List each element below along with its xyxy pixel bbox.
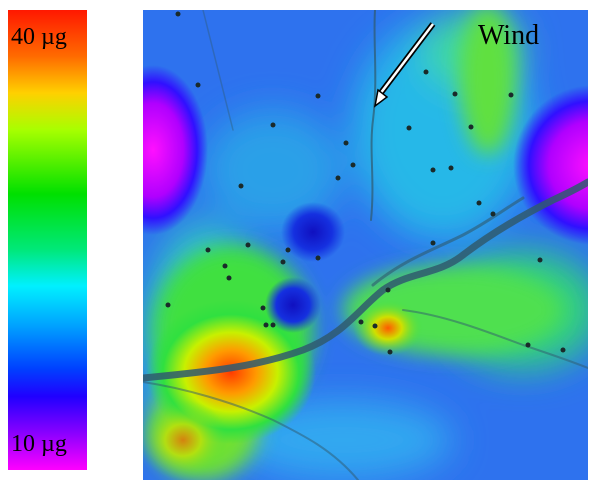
- wind-label: Wind: [478, 20, 540, 51]
- map-surface: [143, 10, 588, 480]
- color-scale-bar: 40 µg 10 µg: [8, 10, 87, 470]
- hot-spots: [143, 300, 423, 480]
- wind-arrow: [373, 22, 436, 108]
- sample-points: [165, 11, 566, 355]
- legend-min-label: 10 µg: [11, 431, 67, 457]
- concentration-map: Wind: [143, 10, 588, 480]
- wind-arrow-head: [373, 88, 389, 108]
- legend-max-label: 40 µg: [11, 24, 67, 50]
- low-zones: [143, 65, 588, 333]
- river-network: [143, 10, 588, 480]
